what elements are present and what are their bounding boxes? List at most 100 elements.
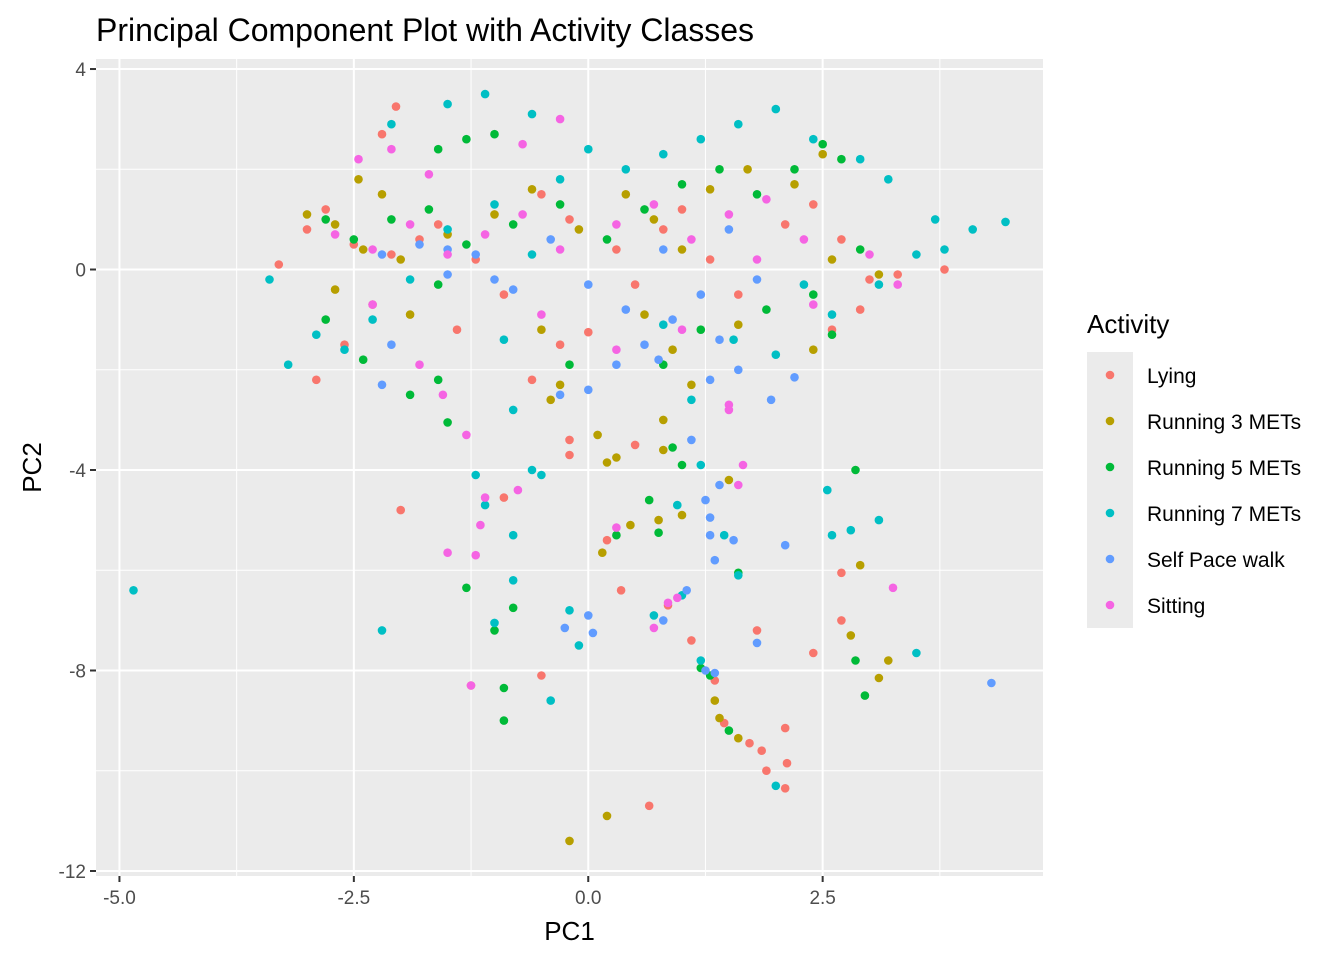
scatter-point <box>555 245 565 254</box>
scatter-point <box>312 375 321 385</box>
scatter-point <box>565 450 574 460</box>
scatter-point <box>433 144 443 154</box>
scatter-point <box>527 109 537 119</box>
scatter-point <box>696 325 706 335</box>
scatter-point <box>508 576 518 585</box>
scatter-point <box>644 801 654 811</box>
scatter-point <box>602 235 612 244</box>
scatter-point <box>677 325 687 335</box>
scatter-point <box>452 325 462 335</box>
scatter-point <box>827 310 837 319</box>
scatter-point <box>537 310 546 319</box>
scatter-point <box>513 485 523 495</box>
scatter-point <box>405 310 415 319</box>
scatter-point <box>940 265 949 274</box>
scatter-point <box>855 305 865 314</box>
scatter-point <box>668 315 677 324</box>
scatter-point <box>888 583 898 593</box>
scatter-point <box>621 165 631 174</box>
scatter-point <box>734 571 743 580</box>
scatter-point <box>508 530 518 540</box>
scatter-point <box>387 119 396 129</box>
scatter-point <box>358 355 368 365</box>
scatter-point <box>738 460 748 470</box>
scatter-point <box>443 548 452 557</box>
scatter-point <box>649 215 659 224</box>
scatter-point <box>565 215 574 224</box>
scatter-point <box>724 210 734 219</box>
scatter-point <box>649 611 659 620</box>
scatter-point <box>565 435 574 445</box>
scatter-point <box>612 523 621 532</box>
scatter-point <box>396 255 406 264</box>
scatter-point <box>752 626 762 635</box>
scatter-point <box>612 345 621 355</box>
scatter-point <box>893 280 902 289</box>
scatter-point <box>321 205 331 214</box>
scatter-point <box>649 623 659 633</box>
scatter-point <box>752 275 762 284</box>
scatter-point <box>846 525 856 535</box>
scatter-point <box>855 560 865 570</box>
scatter-point <box>598 548 607 557</box>
scatter-point <box>499 335 509 345</box>
scatter-point <box>874 673 884 683</box>
y-tick-label: 4 <box>75 60 86 81</box>
legend-entry-label: Running 3 METs <box>1147 411 1301 434</box>
legend-key-point <box>1105 370 1115 380</box>
legend-key-point <box>1105 600 1115 610</box>
scatter-point <box>630 440 640 450</box>
scatter-point <box>668 443 677 452</box>
scatter-point <box>809 345 818 355</box>
scatter-point <box>659 320 668 330</box>
scatter-point <box>387 340 396 350</box>
scatter-point <box>696 134 706 144</box>
x-tick-label: -2.5 <box>337 888 370 909</box>
scatter-point <box>584 385 593 395</box>
scatter-point <box>368 315 377 324</box>
legend-entry-label: Running 7 METs <box>1147 503 1301 526</box>
legend-title: Activity <box>1087 309 1169 339</box>
scatter-point <box>818 139 827 149</box>
scatter-point <box>659 225 668 234</box>
y-tick-label: -8 <box>69 661 86 682</box>
scatter-point <box>687 435 696 445</box>
scatter-point <box>729 335 738 345</box>
plot-panel <box>96 59 1043 876</box>
scatter-point <box>762 766 771 775</box>
scatter-point <box>593 430 602 440</box>
y-axis-title: PC2 <box>17 442 47 493</box>
scatter-point <box>424 205 434 214</box>
scatter-point <box>762 195 771 204</box>
scatter-point <box>771 350 781 360</box>
scatter-point <box>508 405 518 415</box>
scatter-point <box>766 395 776 405</box>
scatter-point <box>387 144 396 154</box>
grid-lines <box>96 59 1043 876</box>
scatter-point <box>588 628 598 638</box>
scatter-point <box>518 139 527 149</box>
scatter-point <box>940 245 949 254</box>
scatter-point <box>710 696 720 705</box>
scatter-point <box>659 149 668 159</box>
scatter-point <box>265 275 274 284</box>
scatter-point <box>462 134 471 144</box>
scatter-point <box>659 445 668 455</box>
scatter-point <box>640 205 649 214</box>
scatter-point <box>391 102 401 111</box>
scatter-point <box>654 528 663 537</box>
scatter-point <box>616 586 626 595</box>
y-tick-label: -12 <box>59 862 86 883</box>
scatter-point <box>1001 217 1010 227</box>
scatter-point <box>677 245 687 254</box>
scatter-point <box>912 250 921 259</box>
x-tick-label: -5.0 <box>103 888 136 909</box>
scatter-point <box>782 758 792 768</box>
scatter-point <box>799 235 809 244</box>
scatter-point <box>762 305 771 314</box>
scatter-point <box>930 215 940 224</box>
scatter-point <box>129 586 138 595</box>
scatter-point <box>855 245 865 254</box>
scatter-point <box>687 636 696 645</box>
scatter-point <box>555 380 565 390</box>
